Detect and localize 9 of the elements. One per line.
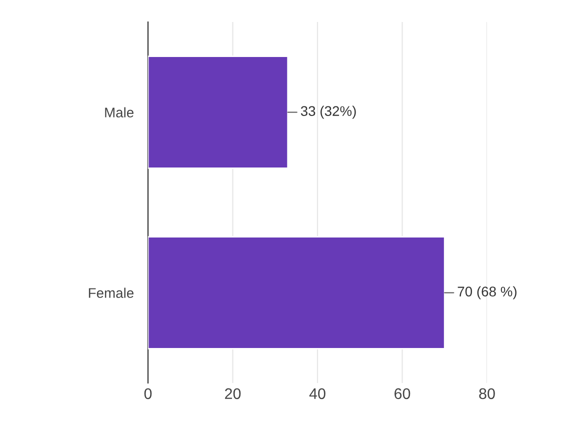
x-tick-label: 80 — [479, 388, 495, 400]
y-tick-label: Female — [88, 288, 134, 298]
x-tick-label: 60 — [394, 388, 410, 400]
x-tick-label: 40 — [309, 388, 326, 400]
x-tick-label: 20 — [225, 388, 241, 400]
data-label: 70 (68 %) — [458, 286, 516, 300]
y-tick-label: Male — [105, 107, 134, 118]
x-tick-label: 0 — [144, 388, 152, 400]
data-label: 33 (32%) — [300, 106, 356, 119]
